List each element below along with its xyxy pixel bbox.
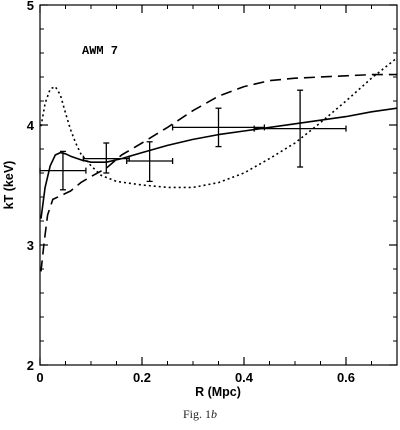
tick-labels: 0 0.2 0.4 0.6 2 3 4 5	[27, 0, 355, 385]
y-tick-label: 4	[27, 118, 35, 133]
data-points	[39, 89, 347, 191]
y-tick-label: 5	[27, 0, 34, 13]
chart-annotation: AWM 7	[82, 44, 118, 58]
data-point	[253, 89, 347, 168]
solid-curve	[40, 107, 398, 219]
x-tick-label: 0.2	[133, 370, 151, 385]
dashed-curve	[40, 73, 397, 272]
x-tick-label: 0.6	[337, 370, 355, 385]
x-axis-title: R (Mpc)	[195, 385, 241, 399]
y-tick-label: 2	[27, 358, 34, 373]
y-tick-label: 3	[27, 238, 34, 253]
y-axis-title: kT (keV)	[2, 161, 16, 210]
dotted-curve	[40, 57, 398, 189]
data-point	[171, 107, 266, 148]
data-point	[126, 141, 174, 183]
axis-ticks	[39, 4, 398, 366]
caption-prefix: Fig. 1	[182, 407, 211, 421]
figure-caption: Fig. 1b	[0, 407, 400, 422]
plot-frame	[39, 4, 398, 366]
x-tick-label: 0.4	[235, 370, 254, 385]
caption-suffix: b	[211, 407, 217, 421]
data-point	[39, 150, 87, 191]
model-curves	[40, 57, 398, 272]
data-point	[82, 142, 130, 174]
x-tick-label: 0	[36, 370, 43, 385]
